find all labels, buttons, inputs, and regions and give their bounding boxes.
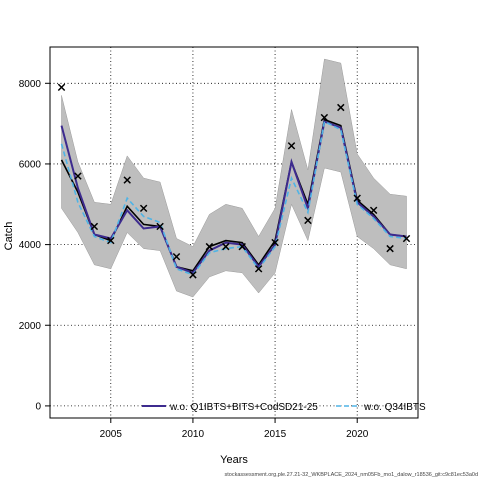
- y-axis-label: Catch: [3, 222, 15, 251]
- observed-point: [304, 216, 312, 225]
- observed-point: [222, 242, 230, 251]
- observed-point: [320, 113, 329, 122]
- x-tick-label: 2015: [264, 429, 287, 440]
- x-tick-label: 2020: [346, 429, 369, 440]
- observed-point: [156, 222, 164, 231]
- observed-point: [189, 271, 197, 279]
- tick-labels: 2005 2010 2015 2020 0 2000 4000 6000 8000: [19, 79, 369, 440]
- observed-point: [139, 204, 148, 213]
- observed-point: [337, 103, 345, 112]
- plot-frame: [49, 46, 419, 419]
- observed-point: [205, 242, 214, 251]
- observed-point: [107, 236, 115, 245]
- observed-point: [369, 206, 378, 215]
- y-tick-label: 0: [35, 401, 41, 412]
- x-tick-label: 2010: [182, 429, 205, 440]
- x-tick-label: 2005: [100, 429, 123, 440]
- observed-point: [123, 176, 131, 184]
- footer-note: stockassessment.org,ple.27.21-32_WKBPLAC…: [225, 472, 478, 478]
- legend: w.o. Q1IBTS+BITS+CodSD21-25 w.o. Q34IBTS: [142, 402, 426, 413]
- observed-point: [172, 252, 181, 261]
- y-tick-label: 6000: [19, 159, 42, 170]
- y-tick-label: 2000: [19, 321, 42, 332]
- observed-point: [90, 222, 99, 231]
- observed-point: [386, 244, 394, 253]
- observed-point: [74, 172, 82, 180]
- x-axis-label: Years: [220, 454, 248, 466]
- series-line-3: [60, 120, 407, 276]
- series-lines: [60, 118, 407, 276]
- observed-point: [254, 265, 263, 273]
- axes: [45, 46, 419, 423]
- observed-point: [238, 242, 246, 251]
- y-tick-label: 4000: [19, 240, 42, 251]
- observed-point: [57, 83, 66, 92]
- legend-label-1: w.o. Q1IBTS+BITS+CodSD21-25: [169, 402, 318, 413]
- observed-points: [57, 83, 411, 279]
- confidence-band-area: [61, 58, 407, 298]
- observed-point: [271, 238, 279, 247]
- observed-point: [402, 234, 411, 243]
- confidence-band: [61, 58, 407, 298]
- observed-point: [353, 194, 361, 202]
- legend-label-2: w.o. Q34IBTS: [363, 402, 426, 413]
- y-tick-label: 8000: [19, 79, 42, 90]
- observed-point: [287, 142, 296, 150]
